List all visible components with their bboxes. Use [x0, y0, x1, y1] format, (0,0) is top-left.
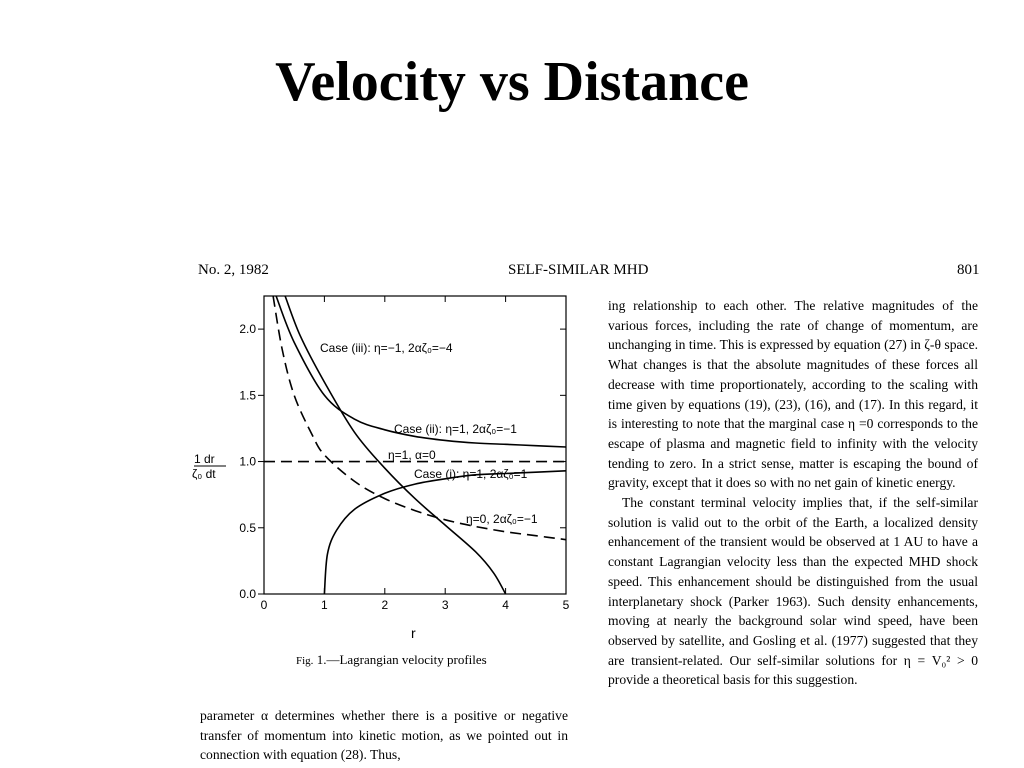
- x-axis-label: r: [411, 625, 416, 641]
- label-case-i: Case (i): η=1, 2αζ₀=1: [414, 467, 528, 481]
- paragraph: ing relationship to each other. The rela…: [608, 298, 978, 491]
- y-axis-label-bottom: ζ₀ dt: [192, 467, 216, 481]
- curves: [264, 295, 567, 595]
- x-axis: 0 1 2 3 4 5: [261, 296, 570, 612]
- curve-2: [275, 295, 567, 448]
- x-tick-label: 2: [381, 598, 388, 612]
- running-title: SELF-SIMILAR MHD: [508, 262, 649, 278]
- y-tick-label: 0.5: [239, 521, 256, 535]
- curve-4: [323, 470, 567, 595]
- paper-page-scan: No. 2, 1982 SELF-SIMILAR MHD 801 0 1 2 3 4 5 …: [190, 252, 990, 768]
- plot-border: [263, 295, 567, 595]
- paragraph: The constant terminal velocity implies t…: [608, 495, 978, 688]
- y-tick-label: 1.5: [239, 388, 256, 402]
- x-tick-label: 1: [321, 598, 328, 612]
- page-number: 801: [957, 262, 980, 278]
- left-column-paragraph: parameter α determines whether there is …: [200, 708, 568, 763]
- journal-issue: No. 2, 1982: [198, 262, 269, 278]
- slide-title: Velocity vs Distance: [275, 51, 749, 113]
- curve-1: [284, 295, 507, 595]
- label-eta-1-alpha-0: η=1, α=0: [388, 448, 436, 462]
- figure-caption: Fig. 1.—Lagrangian velocity profiles: [296, 652, 487, 668]
- velocity-profile-figure: 0 1 2 3 4 5 0.0 0.5 1.0 1.5 2.0 Case (iii): η=−1,…: [192, 295, 570, 641]
- x-tick-label: 5: [563, 598, 570, 612]
- x-tick-label: 3: [442, 598, 449, 612]
- x-tick-label: 4: [502, 598, 509, 612]
- curve-5: [272, 295, 567, 541]
- y-axis-label-top: 1 dr: [194, 452, 215, 466]
- y-tick-label: 1.0: [239, 455, 256, 469]
- curve-labels: Case (iii): η=−1, 2αζ₀=−4 Case (ii): η=1…: [320, 341, 538, 526]
- y-axis: 0.0 0.5 1.0 1.5 2.0: [239, 322, 566, 601]
- x-tick-label: 0: [261, 598, 268, 612]
- caption-prefix: Fig.: [296, 655, 314, 667]
- y-tick-label: 2.0: [239, 322, 256, 336]
- y-tick-label: 0.0: [239, 587, 256, 601]
- plot-frame: [263, 295, 567, 595]
- caption-text: 1.—Lagrangian velocity profiles: [316, 652, 487, 667]
- label-case-ii: Case (ii): η=1, 2αζ₀=−1: [394, 422, 517, 436]
- label-eta-0: η=0, 2αζ₀=−1: [466, 512, 538, 526]
- right-column-text: ing relationship to each other. The rela…: [608, 296, 978, 690]
- label-case-iii: Case (iii): η=−1, 2αζ₀=−4: [320, 341, 453, 355]
